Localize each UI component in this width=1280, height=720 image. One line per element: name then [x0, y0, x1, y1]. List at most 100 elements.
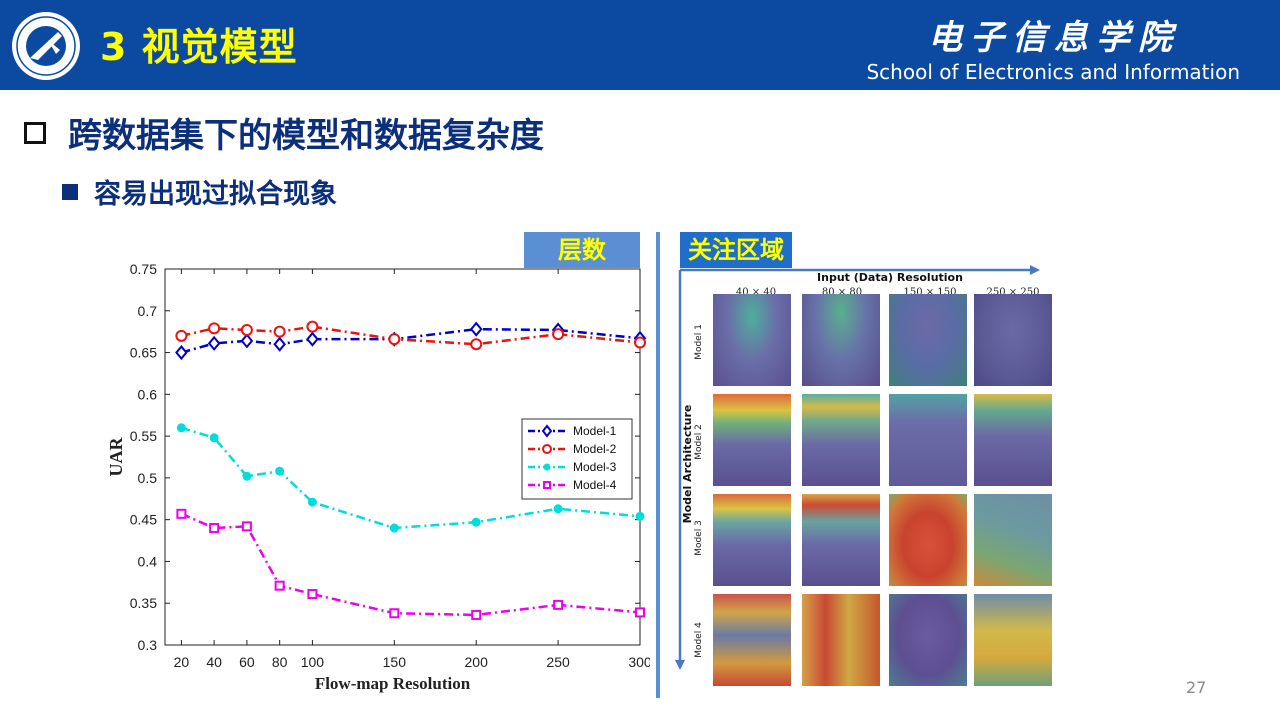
data-point	[307, 497, 317, 507]
x-tick-label: 20	[174, 654, 190, 670]
bullet-level2-text: 容易出现过拟合现象	[94, 179, 337, 210]
y-tick-label: 0.75	[130, 261, 157, 277]
attention-x-title: Input (Data) Resolution	[817, 271, 963, 284]
attention-heatmap-image	[889, 394, 967, 486]
data-point	[388, 333, 401, 346]
header-bar: 3 视觉模型 电子信息学院 School of Electronics and …	[0, 0, 1280, 90]
legend-marker	[543, 481, 551, 489]
data-point	[176, 423, 186, 433]
attention-heatmap-image	[889, 594, 967, 686]
x-tick-label: 100	[301, 654, 325, 670]
attention-heatmap-image	[713, 394, 791, 486]
data-point	[240, 333, 254, 349]
data-point	[207, 335, 221, 351]
y-tick-label: 0.55	[130, 428, 157, 444]
row-label: Model 3	[694, 520, 704, 556]
data-point	[469, 321, 483, 337]
row-label: Model 1	[694, 324, 704, 360]
series-line	[181, 325, 641, 346]
x-tick-label: 60	[239, 654, 255, 670]
series-line	[181, 426, 641, 530]
data-point	[273, 325, 286, 338]
y-tick-label: 0.5	[138, 470, 158, 486]
x-tick-label: 250	[546, 654, 570, 670]
data-point	[634, 336, 646, 349]
x-tick-label: 40	[206, 654, 222, 670]
hollow-square-icon	[24, 121, 46, 144]
attention-heatmap-image	[889, 494, 967, 586]
uar-line-chart: 0.3 0.35 0.4 0.45 0.5 0.55 0.6 0.65 0.7 0.75 20 40 6…	[106, 261, 650, 693]
row-label: Model 2	[694, 424, 704, 460]
data-point	[635, 607, 645, 618]
data-point	[553, 599, 564, 610]
data-point	[552, 328, 565, 341]
data-point	[389, 523, 399, 533]
data-point	[470, 338, 483, 351]
data-point	[240, 323, 253, 336]
col-label: 40 × 40	[736, 287, 776, 298]
y-tick-label: 0.3	[138, 637, 158, 653]
attention-heatmap-image	[802, 294, 880, 386]
data-point	[208, 322, 221, 335]
data-point	[242, 471, 252, 481]
x-tick-label: 80	[272, 654, 288, 670]
attention-heatmap-image	[974, 594, 1052, 686]
university-logo	[12, 12, 80, 80]
data-point	[175, 344, 188, 361]
down-arrow-icon	[675, 660, 685, 670]
legend-marker	[541, 424, 553, 438]
legend-label: Model-4	[573, 478, 617, 492]
right-arrow-icon	[1030, 265, 1040, 275]
data-point	[209, 433, 219, 443]
data-point	[635, 511, 645, 521]
legend-label: Model-1	[573, 424, 617, 438]
attention-heatmap-image	[713, 594, 791, 686]
attention-heatmap-image	[974, 494, 1052, 586]
tag-layers: 层数	[524, 232, 640, 268]
data-point	[471, 517, 481, 527]
series-line	[180, 512, 641, 617]
attention-heatmap-image	[802, 394, 880, 486]
legend-label: Model-2	[573, 442, 617, 456]
y-axis-label: UAR	[106, 437, 126, 477]
x-tick-label: 150	[383, 654, 407, 670]
bullet-level2: 容易出现过拟合现象	[62, 172, 337, 211]
data-point	[307, 589, 318, 600]
data-point	[273, 336, 286, 352]
data-point	[274, 580, 285, 591]
attention-heatmap-image	[974, 394, 1052, 486]
filled-square-icon	[62, 183, 78, 200]
attention-axes: Input (Data) Resolution 40 × 40 80 × 80 …	[675, 265, 1040, 670]
slide-title: 3 视觉模型	[100, 25, 298, 69]
legend-box	[521, 418, 633, 500]
series-line	[181, 327, 641, 354]
school-name-cn: 电子信息学院	[928, 18, 1180, 58]
legend-marker	[542, 444, 552, 454]
y-tick-label: 0.45	[130, 512, 157, 528]
col-label: 250 × 250	[987, 287, 1040, 298]
y-tick-label: 0.6	[138, 386, 158, 402]
legend-label: Model-3	[573, 460, 617, 474]
row-label: Model 4	[694, 622, 704, 658]
data-point	[553, 504, 563, 514]
data-point	[176, 508, 187, 519]
bullet-level1-text: 跨数据集下的模型和数据复杂度	[68, 116, 544, 156]
col-label: 150 × 150	[904, 287, 957, 298]
data-point	[209, 523, 220, 534]
attention-heatmap-image	[713, 294, 791, 386]
attention-heatmap-image	[974, 294, 1052, 386]
school-name-en: School of Electronics and Information	[866, 60, 1240, 84]
x-axis-label: Flow-map Resolution	[315, 674, 471, 693]
data-point	[389, 608, 400, 619]
bullet-level1: 跨数据集下的模型和数据复杂度	[24, 108, 544, 157]
tag-focus-area: 关注区域	[680, 232, 792, 268]
attention-heatmap-image	[889, 294, 967, 386]
data-point	[306, 320, 319, 333]
divider-line	[656, 232, 660, 698]
y-tick-label: 0.7	[138, 303, 158, 319]
attention-y-title: Model Architecture	[681, 405, 694, 524]
y-tick-label: 0.4	[138, 553, 158, 569]
data-point	[275, 466, 285, 476]
attention-heatmap-image	[713, 494, 791, 586]
data-point	[241, 521, 252, 532]
